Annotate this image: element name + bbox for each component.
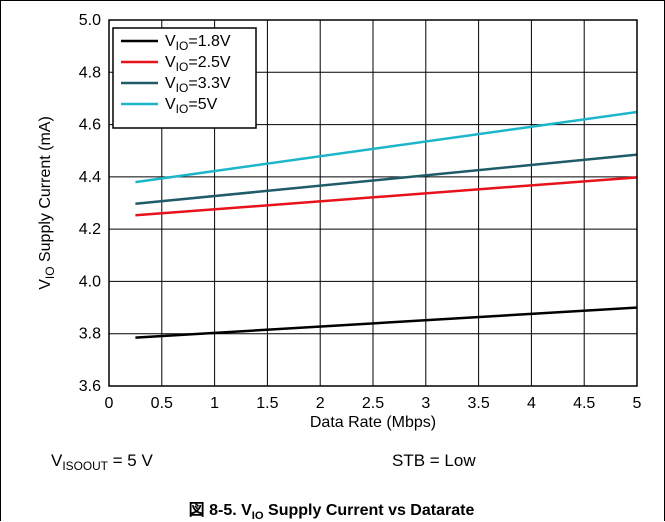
x-tick-label: 3 (421, 395, 430, 412)
y-tick-label: 4.8 (79, 64, 101, 81)
y-tick-label: 3.8 (79, 326, 101, 343)
x-tick-label: 1.5 (256, 395, 278, 412)
x-tick-label: 4 (527, 395, 536, 412)
figure-caption: 図 8-5. VIO Supply Current vs Datarate (188, 502, 475, 522)
x-tick-label: 3.5 (467, 395, 489, 412)
legend-label: VIO=5V (165, 96, 218, 116)
series-line-1 (135, 306, 638, 339)
series-line-4 (135, 110, 638, 184)
x-tick-label: 2.5 (362, 395, 384, 412)
legend-label: VIO=1.8V (165, 33, 231, 53)
y-tick-label: 4.0 (79, 273, 101, 290)
legend (112, 27, 257, 129)
y-tick-label: 4.4 (79, 169, 101, 186)
y-tick-label: 4.6 (79, 117, 101, 134)
series-line-2 (135, 176, 638, 217)
y-tick-label: 3.6 (79, 378, 101, 395)
x-tick-label: 5 (633, 395, 642, 412)
x-tick-label: 0 (105, 395, 114, 412)
legend-label: VIO=3.3V (165, 75, 231, 95)
plot-area (108, 19, 638, 387)
legend-label: VIO=2.5V (165, 54, 231, 74)
x-tick-label: 0.5 (151, 395, 173, 412)
y-axis-label: VIO Supply Current (mA) (37, 116, 57, 290)
x-tick-label: 2 (316, 395, 325, 412)
x-axis-label: Data Rate (Mbps) (310, 414, 436, 431)
series-line-3 (135, 153, 638, 206)
condition-stb: STB = Low (392, 451, 476, 470)
condition-vsioout: VISOOUT = 5 V (51, 451, 153, 473)
x-tick-label: 1 (210, 395, 219, 412)
y-tick-label: 5.0 (79, 12, 101, 29)
x-tick-label: 4.5 (573, 395, 595, 412)
y-tick-label: 4.2 (79, 221, 101, 238)
